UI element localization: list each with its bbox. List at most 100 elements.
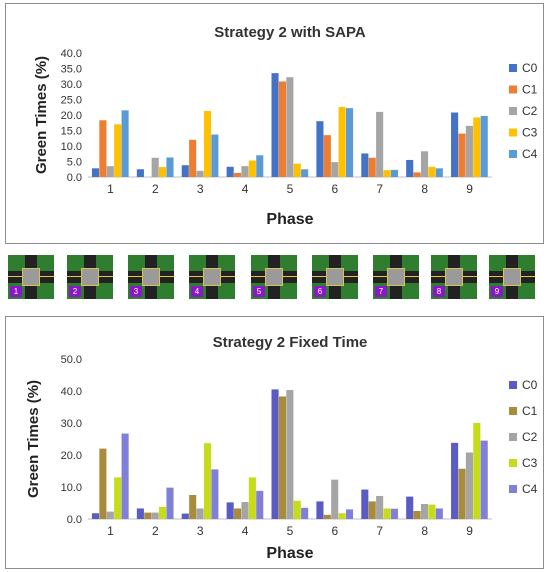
y-tick-label: 0.0	[67, 172, 82, 184]
legend-swatch-c2	[509, 433, 517, 441]
bar-c0-phase-1	[91, 513, 100, 519]
y-tick-label: 30.0	[61, 79, 82, 91]
legend-swatch-c0	[509, 64, 517, 72]
phase-number-badge: 1	[10, 286, 22, 297]
legend-label-c1: C1	[522, 404, 538, 418]
bar-c4-phase-4	[256, 490, 264, 519]
bar-c3-phase-7	[383, 508, 391, 519]
y-axis-label: Green Times (%)	[25, 380, 42, 498]
bar-c4-phase-7	[390, 169, 398, 177]
x-axis-label: Phase	[266, 545, 313, 562]
bar-c0-phase-3	[181, 513, 189, 519]
bar-c2-phase-8	[420, 151, 429, 177]
bar-c4-phase-6	[345, 509, 354, 519]
bar-c1-phase-6	[323, 135, 331, 177]
intersection-center	[387, 268, 405, 286]
x-tick-label: 5	[287, 524, 294, 538]
bar-c3-phase-1	[114, 124, 122, 177]
y-tick-label: 40.0	[61, 386, 82, 398]
x-tick-label: 3	[197, 182, 204, 196]
chart-panel-sapa: Strategy 2 with SAPA 0.0 5.0 10.0 15.0 20.0 25…	[5, 3, 544, 244]
x-tick-label: 6	[332, 182, 339, 196]
chart-sapa: Strategy 2 with SAPA0.05.010.015.020.025…	[33, 24, 538, 228]
x-tick-label: 4	[242, 524, 249, 538]
legend-label-c3: C3	[522, 126, 538, 140]
x-tick-label: 9	[466, 182, 473, 196]
bar-c3-phase-3	[203, 110, 212, 177]
phase-diagram-9: 9	[489, 255, 535, 299]
bar-c3-phase-7	[383, 170, 391, 177]
bar-c2-phase-5	[286, 77, 294, 177]
bar-c4-phase-9	[480, 115, 488, 177]
bar-c2-phase-4	[241, 502, 249, 519]
y-axis-label: Green Times (%)	[33, 56, 50, 174]
bar-c2-phase-2	[151, 512, 159, 519]
legend-label-c3: C3	[522, 456, 538, 470]
bar-c3-phase-8	[428, 166, 436, 177]
bar-c3-phase-4	[248, 477, 256, 519]
bar-c2-phase-6	[331, 162, 339, 177]
bar-c2-phase-7	[376, 495, 384, 519]
bar-c0-phase-6	[316, 121, 324, 177]
y-tick-label: 50.0	[61, 354, 82, 366]
y-tick-label: 20.0	[61, 450, 82, 462]
bar-c1-phase-1	[99, 120, 107, 177]
bar-c2-phase-8	[420, 503, 429, 519]
bar-c2-phase-1	[106, 166, 114, 177]
phase-number-badge: 8	[433, 286, 445, 297]
bar-c4-phase-3	[211, 469, 219, 519]
bar-c0-phase-2	[136, 508, 144, 519]
legend-swatch-c4	[509, 150, 517, 158]
phase-diagram-2: 2	[67, 255, 113, 299]
bar-c4-phase-6	[345, 108, 354, 177]
chart-title: Strategy 2 Fixed Time	[213, 334, 368, 351]
phase-number-badge: 2	[69, 286, 81, 297]
x-axis-label: Phase	[266, 211, 313, 228]
phase-number-badge: 6	[314, 286, 326, 297]
phase-diagram-5: 5	[251, 255, 297, 299]
bar-c4-phase-8	[435, 168, 443, 177]
bar-c1-phase-3	[189, 139, 197, 177]
bar-c1-phase-7	[368, 501, 376, 519]
bar-c3-phase-6	[338, 106, 346, 177]
phase-diagram-7: 7	[373, 255, 419, 299]
legend-swatch-c3	[509, 128, 517, 137]
chart-panel-fixed-time: Strategy 2 Fixed Time 0.0 10.0 20.0 30.0 40.0…	[5, 316, 544, 569]
intersection-center	[265, 268, 283, 286]
legend-label-c0: C0	[522, 378, 538, 392]
y-tick-label: 40.0	[61, 48, 82, 60]
phase-diagram-6: 6	[312, 255, 358, 299]
bar-c3-phase-4	[248, 160, 256, 177]
bar-c2-phase-9	[465, 125, 473, 177]
legend-swatch-c1	[509, 407, 517, 415]
bar-c4-phase-1	[121, 110, 129, 177]
bar-c1-phase-4	[234, 508, 242, 519]
bar-c1-phase-8	[413, 511, 421, 519]
legend-label-c4: C4	[522, 482, 538, 496]
bar-c3-phase-3	[203, 443, 212, 519]
phase-diagram-3: 3	[128, 255, 174, 299]
bar-c4-phase-7	[390, 508, 398, 519]
legend-label-c2: C2	[522, 104, 538, 118]
phase-diagram-strip: 1 2 3 4 5 6 7 8 9	[5, 253, 544, 303]
x-tick-label: 2	[152, 524, 159, 538]
bar-c4-phase-2	[166, 157, 174, 177]
legend-swatch-c1	[509, 85, 517, 94]
bar-c4-phase-2	[166, 487, 174, 519]
legend-swatch-c3	[509, 459, 517, 467]
bar-c4-phase-5	[301, 169, 309, 177]
bar-c3-phase-2	[159, 506, 167, 519]
x-tick-label: 7	[376, 182, 383, 196]
x-tick-label: 8	[421, 182, 428, 196]
intersection-center	[142, 268, 160, 286]
phase-number-badge: 3	[130, 286, 142, 297]
bar-c1-phase-4	[234, 172, 242, 177]
x-tick-label: 2	[152, 182, 159, 196]
legend-label-c1: C1	[522, 83, 538, 97]
bar-c1-phase-5	[278, 396, 286, 519]
bar-c1-phase-2	[144, 512, 152, 519]
bar-c0-phase-9	[451, 112, 459, 177]
bar-c2-phase-2	[151, 157, 159, 177]
y-tick-label: 10.0	[61, 482, 82, 494]
bar-c2-phase-6	[331, 479, 339, 519]
